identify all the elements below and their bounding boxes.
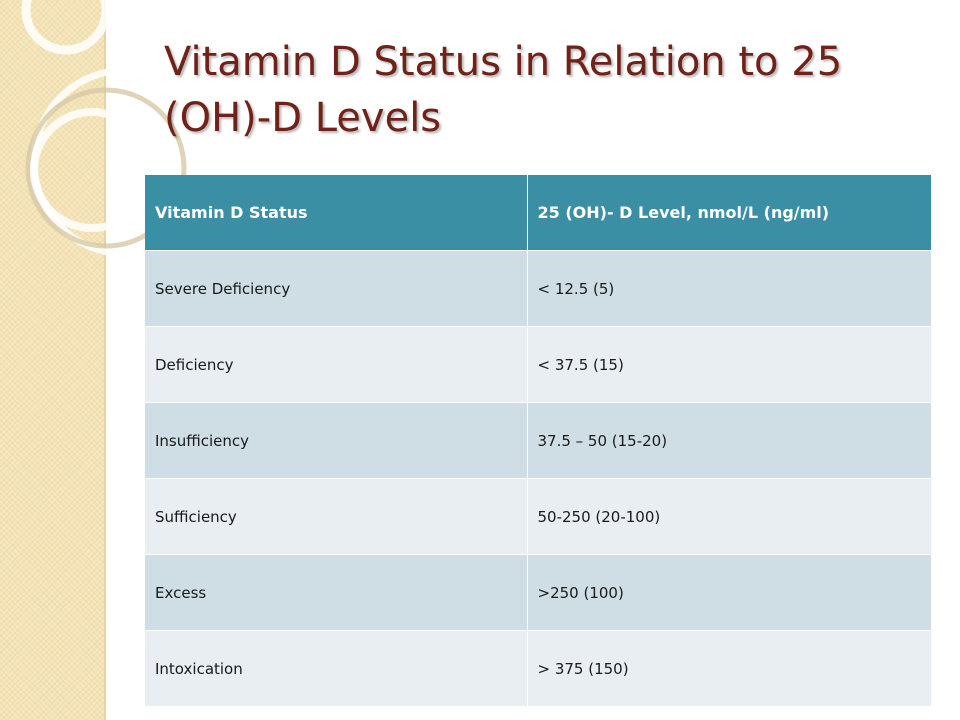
table-row: Deficiency < 37.5 (15): [145, 326, 931, 403]
status-cell: Severe Deficiency: [145, 250, 528, 327]
table-row: Intoxication > 375 (150): [145, 630, 931, 706]
status-cell: Intoxication: [145, 630, 528, 706]
header-vitamin-d-status: Vitamin D Status: [145, 175, 528, 251]
vitamin-d-status-table: Vitamin D Status 25 (OH)- D Level, nmol/…: [145, 175, 931, 706]
level-cell: < 12.5 (5): [527, 250, 931, 327]
side-strip-edge: [104, 0, 106, 720]
decorative-ring-mid: [25, 87, 187, 249]
status-cell: Deficiency: [145, 326, 528, 403]
level-cell: 37.5 – 50 (15-20): [527, 402, 931, 479]
table-header-row: Vitamin D Status 25 (OH)- D Level, nmol/…: [145, 175, 931, 251]
level-cell: 50-250 (20-100): [527, 478, 931, 555]
table-row: Excess >250 (100): [145, 554, 931, 631]
level-cell: > 375 (150): [527, 630, 931, 706]
level-cell: >250 (100): [527, 554, 931, 631]
status-cell: Excess: [145, 554, 528, 631]
decorative-ring-small: [30, 108, 154, 232]
slide-title: Vitamin D Status in Relation to 25 (OH)-…: [164, 39, 843, 141]
status-cell: Sufficiency: [145, 478, 528, 555]
table-row: Insufficiency 37.5 – 50 (15-20): [145, 402, 931, 479]
status-cell: Insufficiency: [145, 402, 528, 479]
table-row: Severe Deficiency < 12.5 (5): [145, 250, 931, 327]
decorative-ring-top: [21, 0, 111, 55]
decorative-rings: [21, 0, 220, 258]
header-oh-d-level: 25 (OH)- D Level, nmol/L (ng/ml): [527, 175, 931, 251]
decorative-side-strip: [0, 0, 104, 720]
table-row: Sufficiency 50-250 (20-100): [145, 478, 931, 555]
level-cell: < 37.5 (15): [527, 326, 931, 403]
